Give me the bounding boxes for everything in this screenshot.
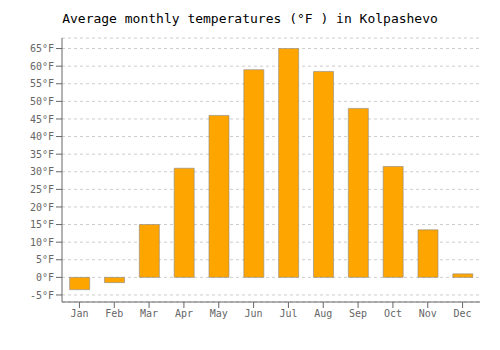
svg-text:Nov: Nov (419, 308, 437, 319)
svg-text:40°F: 40°F (30, 131, 54, 142)
svg-text:Jun: Jun (245, 308, 263, 319)
svg-text:10°F: 10°F (30, 237, 54, 248)
svg-text:Jan: Jan (70, 308, 88, 319)
svg-text:55°F: 55°F (30, 78, 54, 89)
svg-text:25°F: 25°F (30, 184, 54, 195)
svg-text:Feb: Feb (105, 308, 123, 319)
svg-text:20°F: 20°F (30, 202, 54, 213)
svg-text:5°F: 5°F (36, 254, 54, 265)
svg-text:Dec: Dec (454, 308, 472, 319)
svg-text:Mar: Mar (140, 308, 158, 319)
svg-text:45°F: 45°F (30, 114, 54, 125)
svg-text:May: May (210, 308, 228, 319)
svg-text:Jul: Jul (279, 308, 297, 319)
svg-text:30°F: 30°F (30, 166, 54, 177)
svg-text:15°F: 15°F (30, 219, 54, 230)
svg-text:65°F: 65°F (30, 43, 54, 54)
svg-text:Apr: Apr (175, 308, 193, 319)
svg-text:Oct: Oct (384, 308, 402, 319)
svg-text:0°F: 0°F (36, 272, 54, 283)
svg-text:50°F: 50°F (30, 96, 54, 107)
svg-text:Sep: Sep (349, 308, 367, 319)
svg-text:Aug: Aug (314, 308, 332, 319)
svg-text:-5°F: -5°F (30, 290, 54, 301)
html-text:Average monthly temperatures (: Average monthly temperatures (°F ) in Ko… (62, 11, 438, 26)
svg-text:60°F: 60°F (30, 61, 54, 72)
svg-text:35°F: 35°F (30, 149, 54, 160)
